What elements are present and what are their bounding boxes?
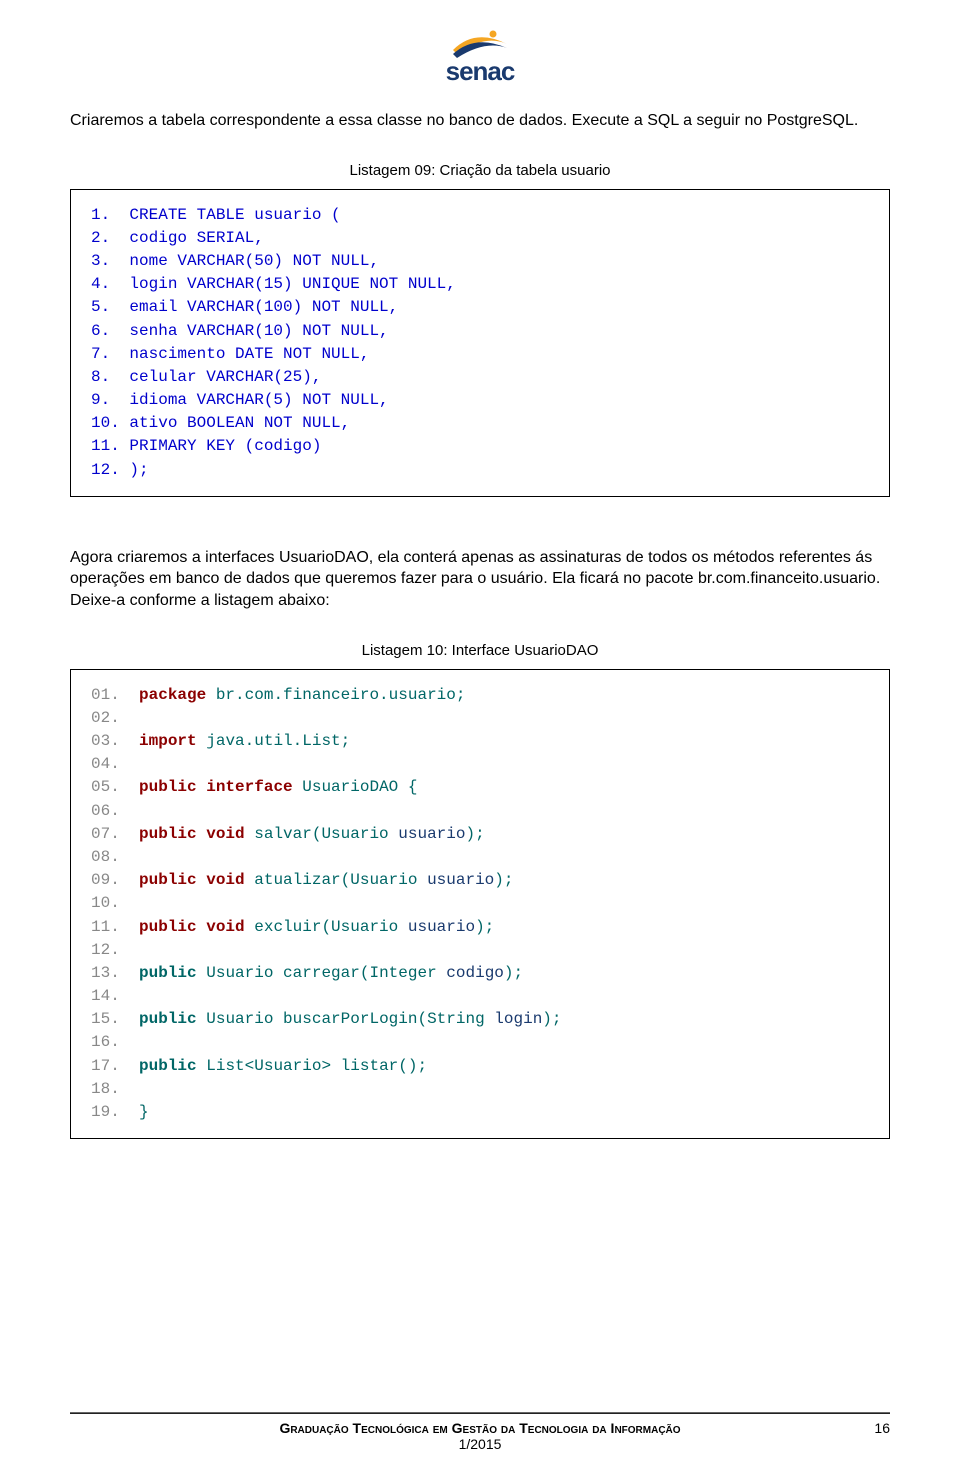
- code-line: 10.: [91, 892, 869, 915]
- footer-divider: [70, 1412, 890, 1414]
- footer-title: Graduação Tecnológica em Gestão da Tecno…: [100, 1420, 860, 1436]
- code-line: 8. celular VARCHAR(25),: [91, 366, 869, 389]
- code-line: 12.: [91, 939, 869, 962]
- code-line: 06.: [91, 800, 869, 823]
- code-line: 4. login VARCHAR(15) UNIQUE NOT NULL,: [91, 273, 869, 296]
- footer-term: 1/2015: [100, 1436, 860, 1452]
- code-line: 13. public Usuario carregar(Integer codi…: [91, 962, 869, 985]
- intro-paragraph-2: Agora criaremos a interfaces UsuarioDAO,…: [70, 547, 890, 612]
- code-listing-10: 01. package br.com.financeiro.usuario;02…: [70, 669, 890, 1140]
- code-line: 3. nome VARCHAR(50) NOT NULL,: [91, 250, 869, 273]
- code-line: 08.: [91, 846, 869, 869]
- code-line: 03. import java.util.List;: [91, 730, 869, 753]
- code-line: 6. senha VARCHAR(10) NOT NULL,: [91, 320, 869, 343]
- code-line: 04.: [91, 753, 869, 776]
- code-line: 10. ativo BOOLEAN NOT NULL,: [91, 412, 869, 435]
- code-line: 19. }: [91, 1101, 869, 1124]
- code-line: 02.: [91, 707, 869, 730]
- code-line: 11. PRIMARY KEY (codigo): [91, 435, 869, 458]
- code-line: 7. nascimento DATE NOT NULL,: [91, 343, 869, 366]
- code-line: 07. public void salvar(Usuario usuario);: [91, 823, 869, 846]
- intro-paragraph-1: Criaremos a tabela correspondente a essa…: [70, 110, 890, 132]
- code-line: 1. CREATE TABLE usuario (: [91, 204, 869, 227]
- code-line: 5. email VARCHAR(100) NOT NULL,: [91, 296, 869, 319]
- listing-caption-10: Listagem 10: Interface UsuarioDAO: [70, 642, 890, 659]
- code-line: 11. public void excluir(Usuario usuario)…: [91, 916, 869, 939]
- code-line: 15. public Usuario buscarPorLogin(String…: [91, 1008, 869, 1031]
- code-line: 18.: [91, 1078, 869, 1101]
- code-line: 2. codigo SERIAL,: [91, 227, 869, 250]
- code-line: 01. package br.com.financeiro.usuario;: [91, 684, 869, 707]
- logo-text: senac: [445, 56, 515, 87]
- footer-page-number: 16: [860, 1420, 890, 1436]
- code-line: 05. public interface UsuarioDAO {: [91, 776, 869, 799]
- code-line: 17. public List<Usuario> listar();: [91, 1055, 869, 1078]
- code-line: 12. );: [91, 459, 869, 482]
- code-line: 9. idioma VARCHAR(5) NOT NULL,: [91, 389, 869, 412]
- logo: senac: [445, 20, 515, 87]
- code-line: 14.: [91, 985, 869, 1008]
- code-listing-09: 1. CREATE TABLE usuario (2. codigo SERIA…: [70, 189, 890, 497]
- code-line: 16.: [91, 1031, 869, 1054]
- code-line: 09. public void atualizar(Usuario usuari…: [91, 869, 869, 892]
- page-footer: Graduação Tecnológica em Gestão da Tecno…: [70, 1412, 890, 1452]
- listing-caption-09: Listagem 09: Criação da tabela usuario: [70, 162, 890, 179]
